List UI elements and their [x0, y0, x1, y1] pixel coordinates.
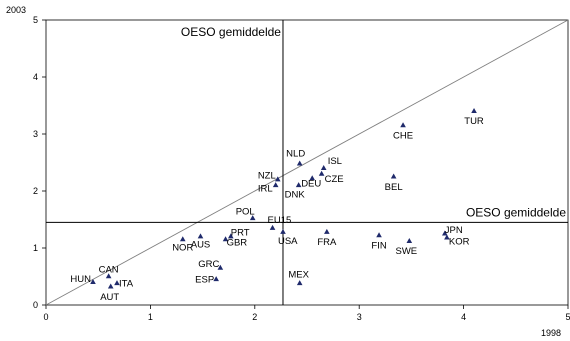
point-marker [269, 224, 276, 230]
x-tick-label: 3 [357, 312, 362, 322]
y-tick-label: 1 [33, 243, 38, 253]
point-marker [406, 237, 413, 243]
point-label: NZL [258, 171, 276, 182]
point-label: MEX [288, 269, 309, 280]
point-marker [309, 175, 316, 181]
point-marker [114, 280, 120, 286]
point-label: DNK [285, 189, 306, 200]
diagonal-line [45, 19, 569, 306]
point-marker [444, 234, 450, 240]
y-axis-label: 2003 [6, 5, 26, 15]
vertical-reference-label: OESO gemiddelde [181, 25, 281, 39]
point-marker [390, 173, 397, 179]
point-marker [272, 182, 279, 188]
point-marker [442, 230, 448, 236]
point-marker [179, 236, 186, 242]
point-label: GRC [198, 259, 219, 270]
y-tick-label: 3 [33, 129, 38, 139]
point-marker [274, 176, 281, 182]
plot-frame [45, 19, 569, 306]
point-label: PRT [231, 228, 250, 239]
point-label: BEL [385, 182, 403, 193]
point-label: FRA [317, 237, 337, 248]
point-marker [376, 232, 382, 238]
point-marker [249, 215, 256, 221]
y-tick-label: 0 [33, 300, 38, 310]
point-marker [222, 236, 229, 242]
point-marker [471, 108, 477, 113]
point-label: ITA [119, 278, 134, 289]
point-label: GBR [227, 237, 248, 248]
x-axis-label: 1998 [541, 328, 561, 338]
point-marker [227, 233, 234, 239]
point-label: HUN [70, 274, 91, 285]
point-label: KOR [449, 237, 470, 248]
point-label: ISL [328, 156, 342, 167]
point-label: AUS [191, 240, 211, 251]
x-tick-label: 1 [148, 312, 153, 322]
point-marker [90, 279, 96, 284]
reference-lines: OESO gemiddelde OESO gemiddelde [45, 19, 569, 306]
point-marker [324, 228, 330, 234]
point-label: CHE [393, 130, 413, 141]
point-label: USA [278, 236, 298, 247]
x-tick-label: 4 [461, 312, 466, 322]
point-label: DEU [301, 178, 321, 189]
y-tick-label: 2 [33, 186, 38, 196]
point-marker [318, 170, 325, 176]
point-marker [213, 276, 219, 282]
point-label: POL [236, 206, 255, 217]
y-tick-label: 5 [33, 15, 38, 25]
point-label: EU15 [268, 215, 292, 226]
point-marker [280, 228, 286, 234]
point-label: ESP [195, 274, 214, 285]
point-label: NLD [286, 149, 305, 160]
point-label: CAN [99, 265, 119, 276]
point-label: AUT [100, 292, 119, 303]
point-label: SWE [395, 246, 417, 257]
point-marker [296, 160, 303, 166]
point-marker [400, 122, 406, 128]
axes: 0 1 2 3 4 5 0 1 2 3 4 5 [33, 15, 570, 322]
point-label: IRL [258, 183, 273, 194]
x-tick-label: 2 [252, 312, 257, 322]
point-marker [320, 165, 327, 170]
point-marker [296, 280, 303, 286]
point-label: TUR [464, 116, 484, 127]
y-tick-label: 4 [33, 72, 38, 82]
horizontal-reference-label: OESO gemiddelde [466, 205, 566, 219]
point-marker [105, 273, 112, 279]
x-tick-label: 5 [565, 312, 570, 322]
x-tick-label: 0 [43, 312, 48, 322]
point-label: FIN [371, 240, 386, 251]
point-label: CZE [325, 174, 344, 185]
point-marker [217, 264, 224, 270]
point-label: JPN [445, 225, 463, 236]
point-marker [295, 182, 302, 188]
point-label: NOR [172, 242, 193, 253]
point-marker [107, 283, 114, 289]
point-marker [197, 233, 204, 239]
